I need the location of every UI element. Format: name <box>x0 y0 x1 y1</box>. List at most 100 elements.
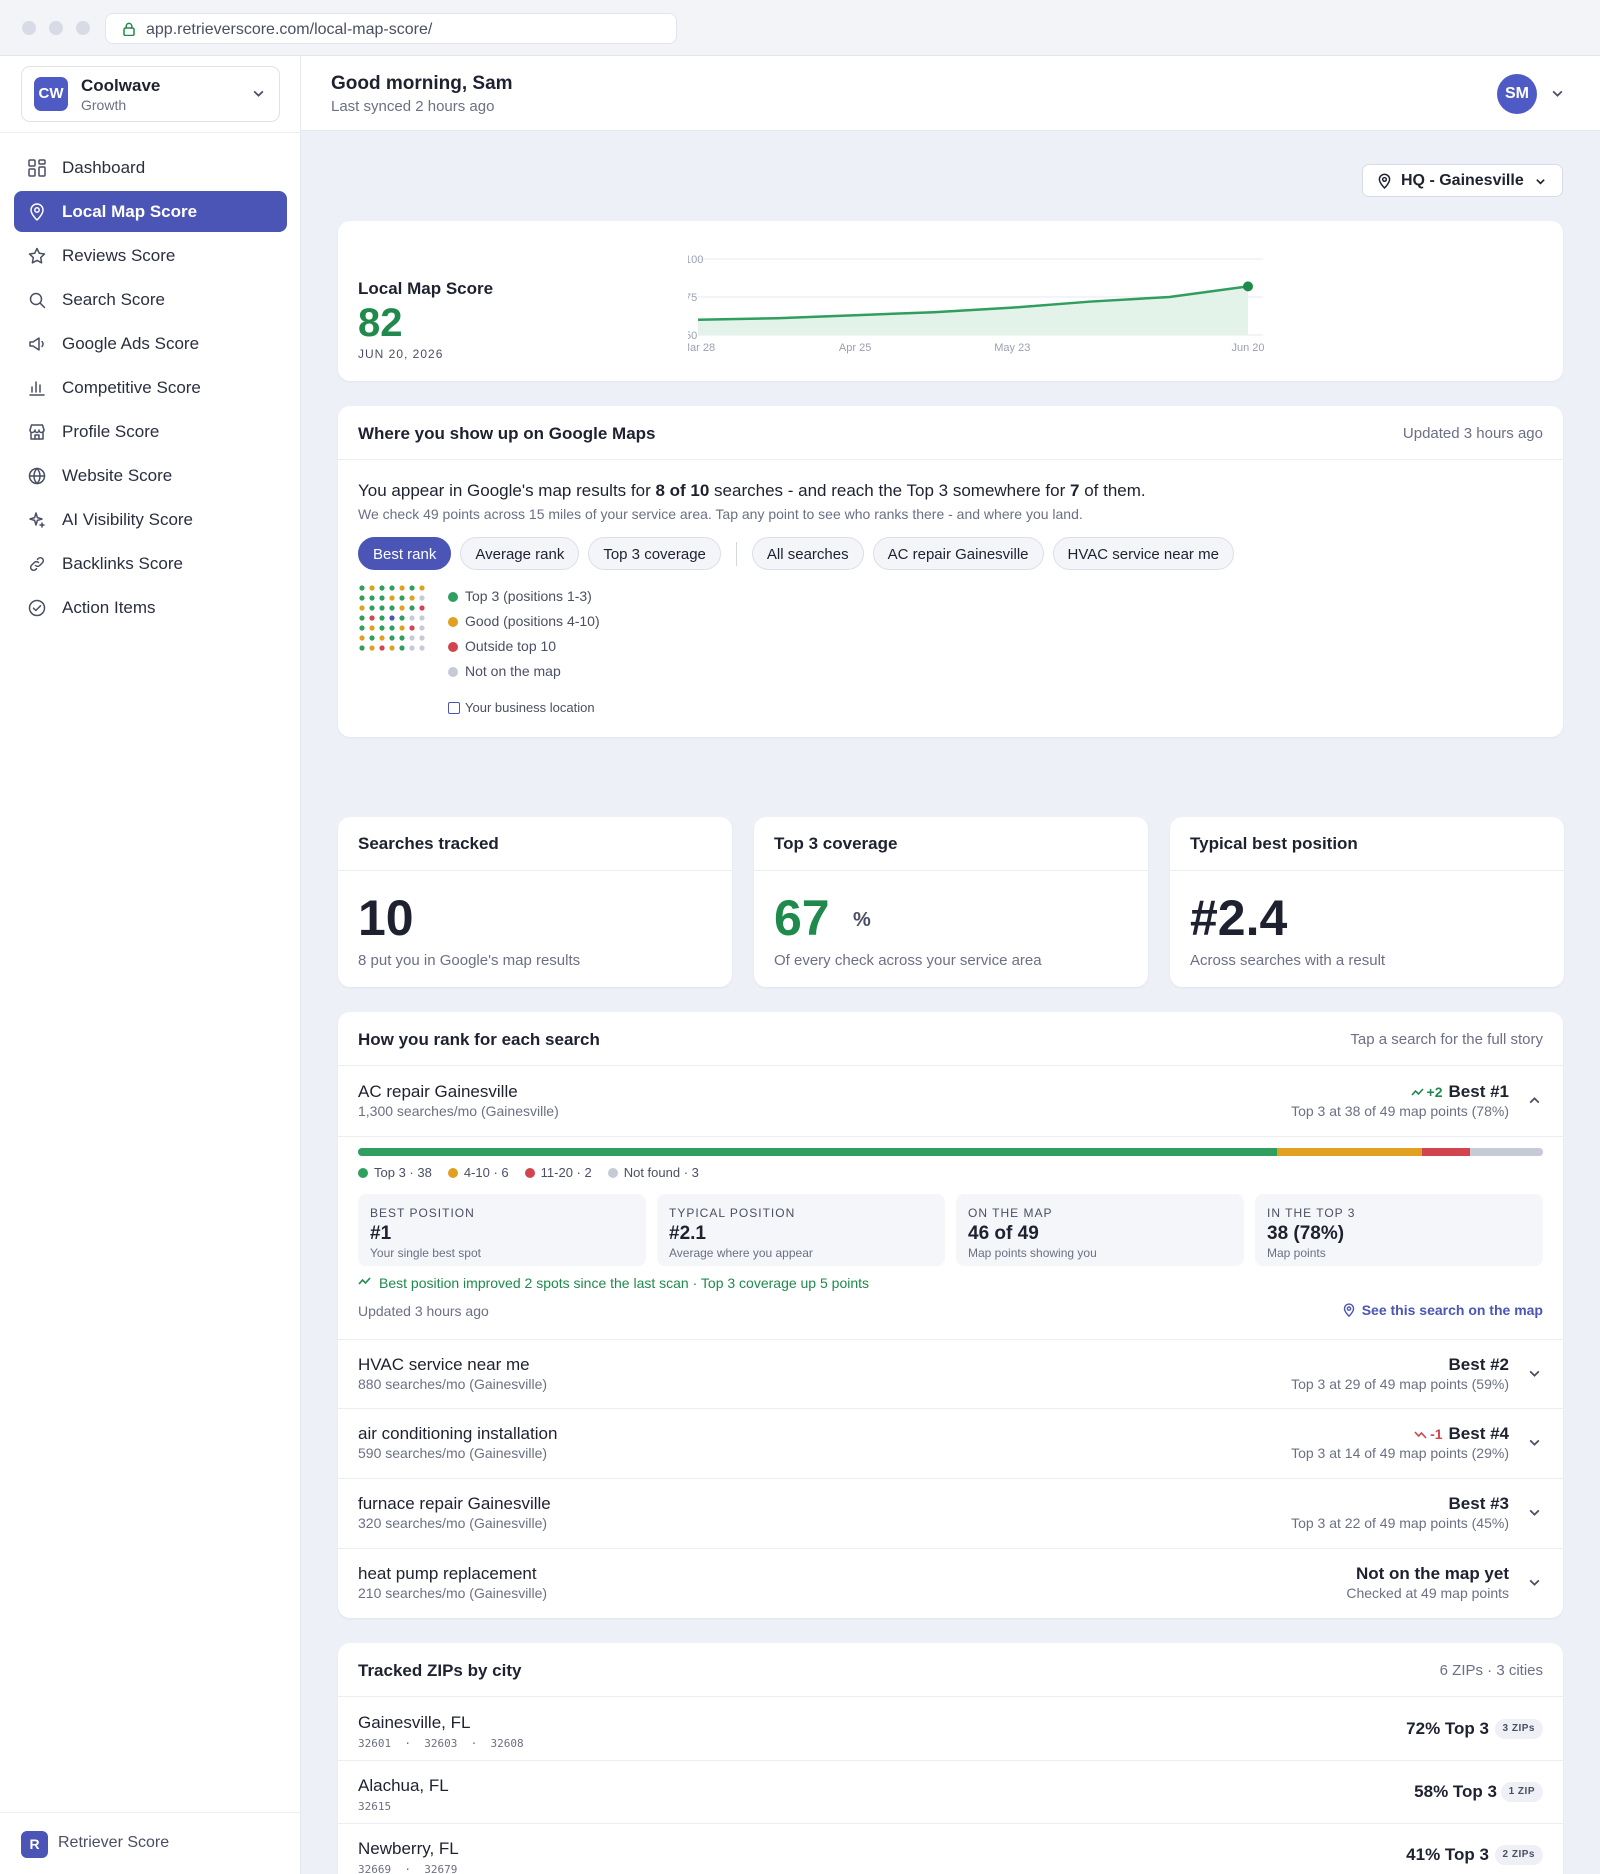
workspace-switcher[interactable]: CW Coolwave Growth <box>21 66 280 122</box>
pill-hvac-service-near-me[interactable]: HVAC service near me <box>1052 537 1234 570</box>
chevron-down-icon[interactable] <box>1528 1506 1541 1524</box>
map-point[interactable] <box>409 595 415 601</box>
sidebar-item-competitive-score[interactable]: Competitive Score <box>14 367 287 408</box>
sidebar-item-reviews-score[interactable]: Reviews Score <box>14 235 287 276</box>
map-point[interactable] <box>419 585 425 591</box>
map-point[interactable] <box>379 595 385 601</box>
sidebar-item-profile-score[interactable]: Profile Score <box>14 411 287 452</box>
map-point[interactable] <box>399 635 405 641</box>
map-point[interactable] <box>419 625 425 631</box>
pill-top-3-coverage[interactable]: Top 3 coverage <box>588 537 721 570</box>
map-point[interactable] <box>379 635 385 641</box>
map-point[interactable] <box>399 595 405 601</box>
sidebar-item-website-score[interactable]: Website Score <box>14 455 287 496</box>
map-point[interactable] <box>419 605 425 611</box>
x-tick-label: Mar 28 <box>688 342 715 354</box>
sidebar-item-google-ads-score[interactable]: Google Ads Score <box>14 323 287 364</box>
map-point[interactable] <box>359 605 365 611</box>
map-point[interactable] <box>409 635 415 641</box>
sidebar-item-backlinks-score[interactable]: Backlinks Score <box>14 543 287 584</box>
location-selector[interactable]: HQ - Gainesville <box>1362 164 1563 197</box>
search-row[interactable]: furnace repair Gainesville 320 searches/m… <box>338 1478 1563 1548</box>
map-point[interactable] <box>379 645 385 651</box>
metric-on-the-map: ON THE MAP 46 of 49 Map points showing you <box>956 1194 1244 1266</box>
map-point[interactable] <box>369 615 375 621</box>
map-point[interactable] <box>409 625 415 631</box>
sidebar-item-action-items[interactable]: Action Items <box>14 587 287 628</box>
map-point[interactable] <box>369 645 375 651</box>
search-row[interactable]: HVAC service near me 880 searches/mo (Gai… <box>338 1339 1563 1409</box>
map-point[interactable] <box>379 625 385 631</box>
divider <box>338 1136 1563 1137</box>
search-row[interactable]: AC repair Gainesville 1,300 searches/mo (… <box>338 1066 1563 1136</box>
maximize-dot[interactable] <box>76 21 90 35</box>
sidebar-item-ai-visibility-score[interactable]: AI Visibility Score <box>14 499 287 540</box>
map-point[interactable] <box>369 625 375 631</box>
map-point[interactable] <box>419 615 425 621</box>
map-point[interactable] <box>409 645 415 651</box>
chevron-down-icon[interactable] <box>1528 1367 1541 1385</box>
chevron-up-icon[interactable] <box>1528 1094 1541 1112</box>
map-point[interactable] <box>399 585 405 591</box>
map-point[interactable] <box>389 635 395 641</box>
map-point[interactable] <box>359 585 365 591</box>
best-rank: +2 Best #1 <box>1410 1082 1509 1102</box>
minimize-dot[interactable] <box>49 21 63 35</box>
map-point[interactable] <box>409 615 415 621</box>
app-brand: R Retriever Score <box>21 1831 169 1858</box>
map-point[interactable] <box>399 645 405 651</box>
search-row[interactable]: heat pump replacement 210 searches/mo (Ga… <box>338 1548 1563 1618</box>
legend-item: Top 3 · 38 <box>358 1165 432 1180</box>
map-point[interactable] <box>369 585 375 591</box>
pill-best-rank[interactable]: Best rank <box>358 537 452 570</box>
map-point[interactable] <box>389 605 395 611</box>
map-point[interactable] <box>379 585 385 591</box>
search-row[interactable]: air conditioning installation 590 searche… <box>338 1408 1563 1478</box>
zip-city-row[interactable]: Newberry, FL 32669 · 32679 2 ZIPs 41% Top 3 <box>338 1823 1563 1874</box>
map-point-grid[interactable] <box>358 584 430 656</box>
map-point[interactable] <box>369 605 375 611</box>
chevron-down-icon[interactable] <box>1551 87 1564 100</box>
map-point[interactable] <box>409 605 415 611</box>
chevron-down-icon[interactable] <box>1528 1436 1541 1454</box>
map-point[interactable] <box>359 645 365 651</box>
map-point[interactable] <box>399 605 405 611</box>
map-point[interactable] <box>419 595 425 601</box>
zip-city-row[interactable]: Gainesville, FL 32601 · 32603 · 32608 3 ZI… <box>338 1697 1563 1760</box>
map-point[interactable] <box>409 585 415 591</box>
zips-summary: 6 ZIPs · 3 cities <box>1439 1662 1543 1679</box>
map-point[interactable] <box>359 625 365 631</box>
user-avatar[interactable]: SM <box>1497 74 1537 114</box>
pill-ac-repair-gainesville[interactable]: AC repair Gainesville <box>872 537 1044 570</box>
pill-all-searches[interactable]: All searches <box>751 537 864 570</box>
map-point[interactable] <box>389 595 395 601</box>
close-dot[interactable] <box>22 21 36 35</box>
map-point[interactable] <box>399 625 405 631</box>
map-point[interactable] <box>379 605 385 611</box>
chevron-down-icon[interactable] <box>1528 1576 1541 1594</box>
sidebar-item-search-score[interactable]: Search Score <box>14 279 287 320</box>
map-point[interactable] <box>419 635 425 641</box>
pill-average-rank[interactable]: Average rank <box>460 537 580 570</box>
map-point[interactable] <box>359 615 365 621</box>
map-point[interactable] <box>389 645 395 651</box>
map-point[interactable] <box>379 615 385 621</box>
map-point[interactable] <box>389 585 395 591</box>
see-on-map-link[interactable]: See this search on the map <box>1343 1302 1543 1318</box>
summary-top3-count: 7 <box>1070 481 1080 500</box>
map-point[interactable] <box>369 595 375 601</box>
map-point[interactable] <box>389 625 395 631</box>
address-bar[interactable]: app.retrieverscore.com/local-map-score/ <box>105 13 677 44</box>
map-point[interactable] <box>399 615 405 621</box>
map-point[interactable] <box>369 635 375 641</box>
window-controls[interactable] <box>22 21 90 35</box>
map-point[interactable] <box>419 645 425 651</box>
zip-city-row[interactable]: Alachua, FL 32615 1 ZIP 58% Top 3 <box>338 1760 1563 1823</box>
map-point[interactable] <box>359 595 365 601</box>
map-point[interactable] <box>389 615 395 621</box>
search-volume: 1,300 searches/mo (Gainesville) <box>358 1103 559 1119</box>
map-point[interactable] <box>359 635 365 641</box>
legend-dot <box>448 617 458 627</box>
sidebar-item-dashboard[interactable]: Dashboard <box>14 147 287 188</box>
sidebar-item-local-map-score[interactable]: Local Map Score <box>14 191 287 232</box>
